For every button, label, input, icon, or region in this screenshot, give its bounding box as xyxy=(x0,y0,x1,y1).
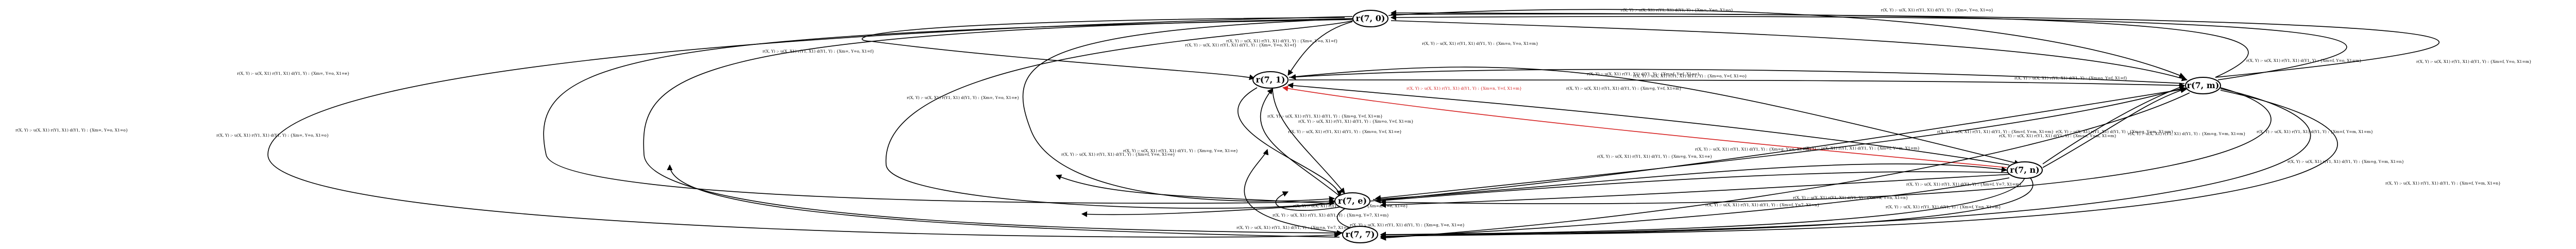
edge-e9 xyxy=(267,16,1353,238)
edge-e14 xyxy=(1289,67,2021,166)
node-t4[interactable]: r(7, e) xyxy=(1334,192,1370,210)
edge-e18 xyxy=(1238,87,1343,197)
edge-label-e19: r(X, Y) :- u(X, X1) r(Y1, X1) d(Y1, Y) :… xyxy=(1298,119,1414,124)
node-label: r(7, n) xyxy=(2010,165,2039,175)
node-label: r(7, 0) xyxy=(1356,13,1385,23)
edge-label-e39: r(X, Y) :- u(X, X1) r(Y1, X1) d(Y1, Y) :… xyxy=(1705,203,1820,207)
node-label: r(7, 7) xyxy=(1346,229,1375,239)
edge-e20 xyxy=(1260,88,1340,196)
edge-label-e16: r(X, Y) :- u(X, X1) r(Y1, X1) d(Y1, Y) :… xyxy=(1566,86,1682,91)
nodes-layer: r(7, 0) r(7, 1) r(7, m) r(7, n) r(7, e) r(7, … xyxy=(1252,10,2221,243)
edge-e15 xyxy=(1290,69,2185,84)
edge-label-e6: r(X, Y) :- u(X, X1) r(Y1, X1) d(Y1, Y) :… xyxy=(1422,41,1538,46)
edge-e5 xyxy=(861,17,1345,80)
edge-label-e25: r(X, Y) :- u(X, X1) r(Y1, X1) d(Y1, Y) :… xyxy=(2287,159,2404,164)
edge-label-e21: r(X, Y) :- u(X, X1) r(Y1, X1) d(Y1, Y) :… xyxy=(2056,129,2174,134)
edge-e6 xyxy=(1391,20,2188,81)
edge-label-e37: r(X, Y) :- u(X, X1) r(Y1, X1) d(Y1, Y) :… xyxy=(1273,213,1389,218)
edge-e11 xyxy=(1022,18,1355,202)
node-t5[interactable]: r(7, 7) xyxy=(1342,226,1378,243)
edge-label-e29: r(X, Y) :- u(X, X1) r(Y1, X1) d(Y1, Y) :… xyxy=(1695,147,1811,152)
node-t2[interactable]: r(7, m) xyxy=(2185,77,2221,94)
edge-label-e2: r(X, Y) :- u(X, X1) r(Y1, X1) d(Y1, Y) :… xyxy=(1881,8,1994,12)
edge-e17 xyxy=(1282,86,2007,168)
node-t3[interactable]: r(7, n) xyxy=(2007,161,2043,179)
edge-label-e15: r(X, Y) :- u(X, X1) r(Y1, X1) d(Y1, Y) :… xyxy=(1587,72,1700,76)
edge-e8 xyxy=(1390,10,2440,78)
edge-e23 xyxy=(2042,85,2185,164)
edge-label-e17: r(X, Y) :- u(X, X1) r(Y1, X1) d(Y1, Y) :… xyxy=(1406,86,1522,91)
edge-e30 xyxy=(1380,174,2012,208)
edge-label-e22: r(X, Y) :- u(X, X1) r(Y1, X1) d(Y1, Y) :… xyxy=(1937,129,2054,134)
edge-e26 xyxy=(1370,87,2188,202)
edge-label-e30: r(X, Y) :- u(X, X1) r(Y1, X1) d(Y1, Y) :… xyxy=(1597,154,1713,159)
node-label: r(7, m) xyxy=(2187,80,2219,90)
edge-e32 xyxy=(1380,177,2033,239)
edge-label-e18: r(X, Y) :- u(X, X1) r(Y1, X1) d(Y1, Y) :… xyxy=(1267,114,1383,119)
edge-e40 xyxy=(1380,92,2190,241)
edge-e38 xyxy=(1244,148,1346,234)
node-shape xyxy=(1252,71,1289,89)
edge-label-e9: r(X, Y) :- u(X, X1) r(Y1, X1) d(Y1, Y) :… xyxy=(15,128,128,132)
edge-e3 xyxy=(886,20,1354,209)
edge-e24 xyxy=(1380,87,2272,205)
edge-e25 xyxy=(1380,88,2311,238)
edge-e13 xyxy=(1289,79,2185,89)
node-shape xyxy=(2007,161,2043,179)
edge-label-e14: r(X, Y) :- u(X, X1) r(Y1, X1) d(Y1, Y) :… xyxy=(1633,74,1747,78)
edges-layer xyxy=(267,9,2440,241)
edge-label-e23: r(X, Y) :- u(X, X1) r(Y1, X1) d(Y1, Y) :… xyxy=(2128,131,2246,136)
node-t0[interactable]: r(7, 0) xyxy=(1352,10,1388,27)
node-shape xyxy=(1334,192,1370,210)
edge-e12 xyxy=(643,18,1353,236)
node-shape xyxy=(2185,77,2221,94)
edge-e37 xyxy=(667,164,1340,238)
edge-labels-layer: r(X, Y) :- u(X, X1) r(Y1, X1) d(Y1, Y) :… xyxy=(15,8,2532,230)
edge-label-e20: r(X, Y) :- u(X, X1) r(Y1, X1) d(Y1, Y) :… xyxy=(1288,129,1402,134)
edge-label-e5: r(X, Y) :- u(X, X1) r(Y1, X1) d(Y1, Y) :… xyxy=(1226,39,1338,43)
edge-label-e8: r(X, Y) :- u(X, X1) r(Y1, X1) d(Y1, Y) :… xyxy=(2416,59,2532,64)
edge-e29 xyxy=(1375,171,2010,204)
edge-label-e34: r(X, Y) :- u(X, X1) r(Y1, X1) d(Y1, Y) :… xyxy=(1350,223,1465,227)
edge-label-e26: r(X, Y) :- u(X, X1) r(Y1, X1) d(Y1, Y) :… xyxy=(1999,134,2116,138)
edge-e35 xyxy=(1081,203,1335,218)
edge-label-e38: r(X, Y) :- u(X, X1) r(Y1, X1) d(Y1, Y) :… xyxy=(1236,225,1351,230)
edge-e36 xyxy=(1055,174,1335,204)
node-shape xyxy=(1352,10,1388,27)
edge-label-e27: r(X, Y) :- u(X, X1) r(Y1, X1) d(Y1, Y) :… xyxy=(1803,146,1920,151)
edge-label-e36: r(X, Y) :- u(X, X1) r(Y1, X1) d(Y1, Y) :… xyxy=(1061,152,1175,157)
edge-label-e1: r(X, Y) :- u(X, X1) r(Y1, X1) d(Y1, Y) :… xyxy=(1621,8,1734,12)
edge-e31 xyxy=(1380,177,2025,238)
edge-label-e3: r(X, Y) :- u(X, X1) r(Y1, X1) d(Y1, Y) :… xyxy=(907,95,1020,100)
edge-label-e28: r(X, Y) :- u(X, X1) r(Y1, X1) d(Y1, Y) :… xyxy=(2385,181,2501,186)
edge-e4 xyxy=(1287,21,1353,76)
edge-e19 xyxy=(1272,87,1345,194)
edge-label-e35: r(X, Y) :- u(X, X1) r(Y1, X1) d(Y1, Y) :… xyxy=(1123,148,1238,153)
edge-label-e40: r(X, Y) :- u(X, X1) r(Y1, X1) d(Y1, Y) :… xyxy=(1906,182,2022,187)
edge-e21 xyxy=(2042,87,2187,168)
edge-e28 xyxy=(1380,90,2338,238)
edge-e7 xyxy=(1390,14,2347,80)
node-label: r(7, e) xyxy=(1338,196,1367,206)
edge-label-e13: r(X, Y) :- u(X, X1) r(Y1, X1) d(Y1, Y) :… xyxy=(2014,76,2127,80)
edge-label-e12: r(X, Y) :- u(X, X1) r(Y1, X1) d(Y1, Y) :… xyxy=(216,133,329,138)
edge-label-e11: r(X, Y) :- u(X, X1) r(Y1, X1) d(Y1, Y) :… xyxy=(762,49,874,54)
edge-e27 xyxy=(1372,163,2008,200)
edge-e22 xyxy=(1375,87,2185,201)
edge-e16 xyxy=(1287,82,2010,165)
edge-e39 xyxy=(1380,177,2010,240)
node-t1[interactable]: r(7, 1) xyxy=(1252,71,1289,89)
edge-label-e24: r(X, Y) :- u(X, X1) r(Y1, X1) d(Y1, Y) :… xyxy=(2257,129,2373,134)
edge-e33 xyxy=(1275,191,1345,211)
edge-e10 xyxy=(543,19,1353,204)
edge-label-e31: r(X, Y) :- u(X, X1) r(Y1, X1) d(Y1, Y) :… xyxy=(1793,195,1908,200)
node-shape xyxy=(1342,226,1378,243)
edge-label-e10: r(X, Y) :- u(X, X1) r(Y1, X1) d(Y1, Y) :… xyxy=(237,71,350,76)
node-label: r(7, 1) xyxy=(1256,75,1285,85)
edge-label-e4: r(X, Y) :- u(X, X1) r(Y1, X1) d(Y1, Y) :… xyxy=(1185,43,1297,47)
edge-label-e32: r(X, Y) :- u(X, X1) r(Y1, X1) d(Y1, Y) :… xyxy=(1886,205,2001,209)
edge-label-e7: r(X, Y) :- u(X, X1) r(Y1, X1) d(Y1, Y) :… xyxy=(2246,58,2362,63)
